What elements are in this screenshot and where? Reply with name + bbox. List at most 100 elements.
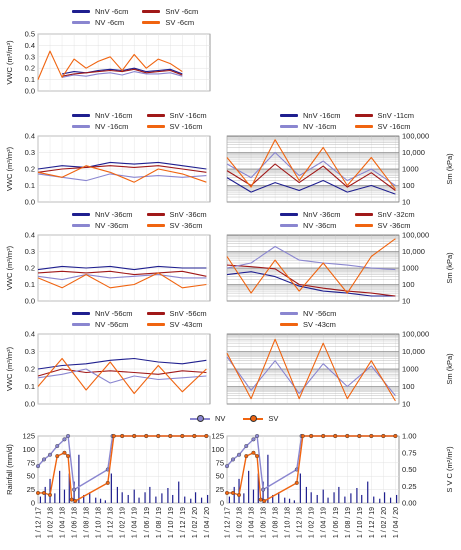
y-tick-label: 0.0: [25, 87, 35, 96]
legend-swatch: [354, 125, 373, 128]
x-tick-label: 1 / 12 / 17: [36, 507, 43, 538]
data-point: [72, 487, 77, 492]
legend-label: SV -36cm: [169, 221, 203, 230]
series-line-SV-16cm: [226, 139, 396, 190]
legend-label: NV -16cm: [303, 122, 337, 131]
y-tick-label: 1000: [402, 365, 419, 374]
y-tick-label: 1.00: [402, 432, 417, 441]
y-tick-label: 10: [402, 297, 410, 306]
legend-swatch: [72, 114, 90, 117]
y-tick-label: 0.25: [402, 482, 417, 491]
legend-swatch: [72, 323, 90, 326]
data-point: [231, 457, 236, 462]
x-tick-label: 1 / 02 / 19: [120, 507, 127, 538]
rain-bar: [267, 454, 269, 503]
rain-bar: [344, 496, 346, 503]
legend-swatch: [146, 312, 165, 315]
data-point: [300, 434, 305, 439]
legend-swatch: [72, 10, 90, 13]
x-tick-label: 1 / 10 / 19: [357, 507, 364, 538]
legend-label: SV -43cm: [169, 320, 203, 329]
legend-swatch: [146, 224, 165, 227]
plot-frame-rl: [37, 435, 211, 504]
y-tick-label: 1000: [402, 165, 419, 174]
y-axis-label: Sm (kPa): [445, 153, 454, 185]
legend-item: NnV -16cm: [280, 111, 341, 120]
rain-bar: [39, 496, 42, 503]
plot-frame-v6: [37, 33, 211, 92]
y-tick-label: 0.3: [25, 247, 35, 256]
legend-swatch: [146, 213, 165, 216]
y-tick-label: 50: [216, 472, 224, 481]
legend-swatch: [280, 224, 298, 227]
legend-swatch: [142, 21, 161, 24]
data-point: [180, 434, 185, 439]
rain-bar: [133, 489, 135, 503]
y-tick-label: 0: [31, 499, 35, 508]
y-tick-label: 0.2: [25, 165, 35, 174]
x-tick-label: 1 / 04 / 20: [393, 507, 400, 538]
data-point: [321, 434, 326, 439]
rain-bar: [356, 487, 358, 503]
y-axis-label: VWC (m³/m³): [5, 346, 14, 391]
plot-frame-rr: [226, 435, 400, 504]
data-point: [168, 434, 173, 439]
x-tick-label: 1 / 08 / 19: [345, 507, 352, 538]
y-tick-label: 100: [402, 382, 415, 391]
y-tick-label: 50: [27, 472, 35, 481]
y-tick-label: 0.2: [25, 264, 35, 273]
rain-bar: [395, 494, 398, 503]
legend-vwc-16cm: NnV -16cm SnV -16cm NV -16cm SV -16cm: [72, 111, 207, 131]
rain-bar: [284, 497, 286, 503]
rain-bar: [200, 497, 203, 503]
legend-swatch: [72, 21, 90, 24]
x-tick-label: 1 / 06 / 18: [72, 507, 79, 538]
data-point: [224, 490, 229, 495]
data-point: [55, 454, 60, 459]
data-point: [111, 434, 116, 439]
rain-bar: [310, 492, 312, 503]
data-point: [255, 454, 260, 459]
x-tick-label: 1 / 02 / 20: [192, 507, 199, 538]
data-point: [294, 480, 299, 485]
legend-label: SnV -16cm: [169, 111, 207, 120]
legend-item: NV -36cm: [280, 221, 341, 230]
y-axis-label: VWC (m³/m³): [5, 40, 14, 85]
x-tick-label: 1 / 04 / 18: [249, 507, 256, 538]
rain-bar: [54, 493, 56, 503]
y-tick-label: 10: [402, 198, 410, 207]
series-line-NV-16cm: [226, 151, 396, 186]
legend-item: NV -16cm: [280, 122, 341, 131]
data-point: [224, 464, 229, 469]
y-tick-label: 0.0: [25, 198, 35, 207]
series-line-NV-56cm: [37, 368, 207, 384]
y-tick-label: 100,000: [402, 132, 429, 141]
series-line-NV-16cm: [37, 173, 207, 182]
y-axis-label: S V C (m²/m²): [445, 446, 454, 493]
legend-vwc-36cm: NnV -36cm SnV -36cm NV -36cm SV -36cm: [72, 210, 207, 230]
rain-bar: [206, 494, 209, 503]
data-point: [42, 457, 47, 462]
rain-bar: [252, 489, 255, 503]
rain-bar: [322, 489, 324, 503]
legend-swatch: [146, 323, 165, 326]
series-line-NV-36cm: [226, 245, 396, 271]
rain-bar: [367, 481, 369, 503]
x-tick-label: 1 / 02 / 20: [381, 507, 388, 538]
data-point: [244, 454, 249, 459]
series-line-SV-36cm: [37, 272, 207, 289]
legend-item: SnV -6cm: [142, 7, 198, 16]
x-tick-label: 1 / 04 / 19: [321, 507, 328, 538]
legend-label: NnV -16cm: [303, 111, 341, 120]
legend-item: NV -6cm: [72, 18, 128, 27]
rain-bar: [194, 492, 197, 503]
rain-bar: [228, 496, 231, 503]
rain-bar: [305, 486, 307, 503]
rain-bar: [379, 498, 381, 503]
x-tick-label: 1 / 04 / 19: [132, 507, 139, 538]
y-tick-label: 1000: [402, 264, 419, 273]
rain-bar: [127, 494, 129, 503]
data-point: [120, 434, 125, 439]
y-tick-label: 0.3: [25, 148, 35, 157]
